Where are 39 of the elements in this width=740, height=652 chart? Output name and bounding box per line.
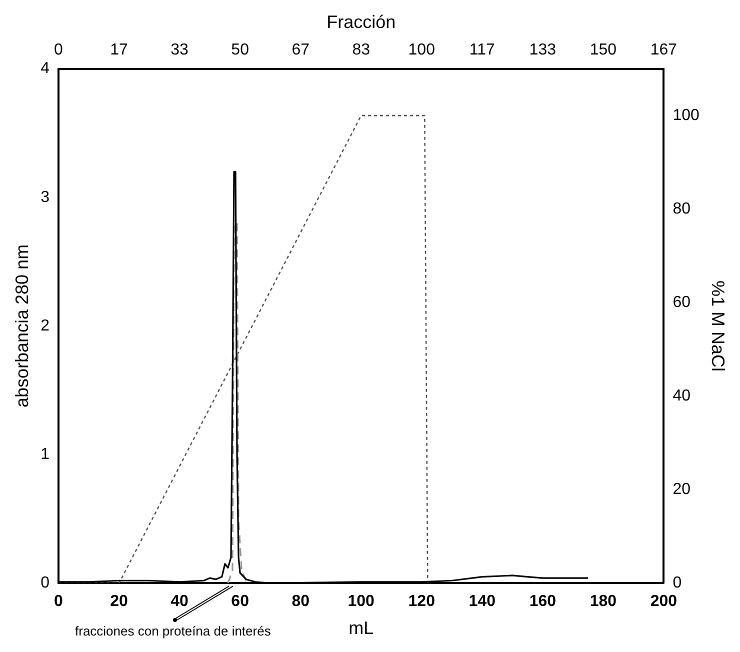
y-tick-label: 1: [40, 446, 50, 464]
x-tick-label: 80: [292, 593, 310, 610]
x2-tick-label: 50: [231, 42, 250, 59]
y-tick-label: 3: [40, 188, 50, 206]
y2-tick-label: 40: [672, 388, 691, 405]
y2-tick-label: 80: [672, 200, 691, 218]
x-tick-label: 200: [650, 593, 678, 610]
x2-tick-label: 17: [110, 42, 128, 59]
y2-axis-title: %1 M NaCl: [708, 280, 728, 372]
x-tick-label: 0: [54, 593, 64, 610]
x2-tick-label: 67: [292, 42, 310, 59]
x2-tick-label: 133: [529, 42, 556, 59]
annotation: fracciones con proteína de interés: [75, 624, 272, 639]
y-tick-label: 0: [40, 574, 50, 592]
x2-tick-label: 33: [170, 42, 189, 59]
x2-tick-label: 0: [54, 42, 64, 59]
x-tick-label: 20: [110, 593, 128, 610]
y-tick-label: 4: [40, 60, 50, 78]
y2-tick-label: 60: [672, 294, 691, 312]
x2-tick-label: 100: [408, 42, 436, 59]
line-series: [227, 222, 247, 584]
x2-tick-label: 117: [469, 42, 495, 59]
x-tick-label: 140: [468, 593, 496, 610]
x2-tick-label: 83: [352, 42, 370, 59]
x-tick-label: 60: [231, 593, 250, 610]
x-tick-label: 120: [408, 593, 436, 610]
x2-tick-label: 150: [590, 42, 617, 59]
x-tick-label: 40: [170, 593, 189, 610]
y-tick-label: 2: [40, 317, 50, 334]
x-tick-label: 160: [529, 593, 556, 610]
x2-axis-title: Fracción: [326, 12, 396, 32]
y-axis-title: absorbancia 280 nm: [12, 244, 32, 408]
y2-tick-label: 100: [672, 106, 700, 124]
x-tick-label: 100: [348, 593, 375, 610]
x2-tick-label: 167: [650, 42, 678, 59]
y2-tick-label: 20: [672, 481, 691, 498]
x-tick-label: 180: [590, 593, 617, 610]
x-axis-title: mL: [348, 618, 374, 638]
y2-tick-label: 0: [672, 574, 682, 592]
